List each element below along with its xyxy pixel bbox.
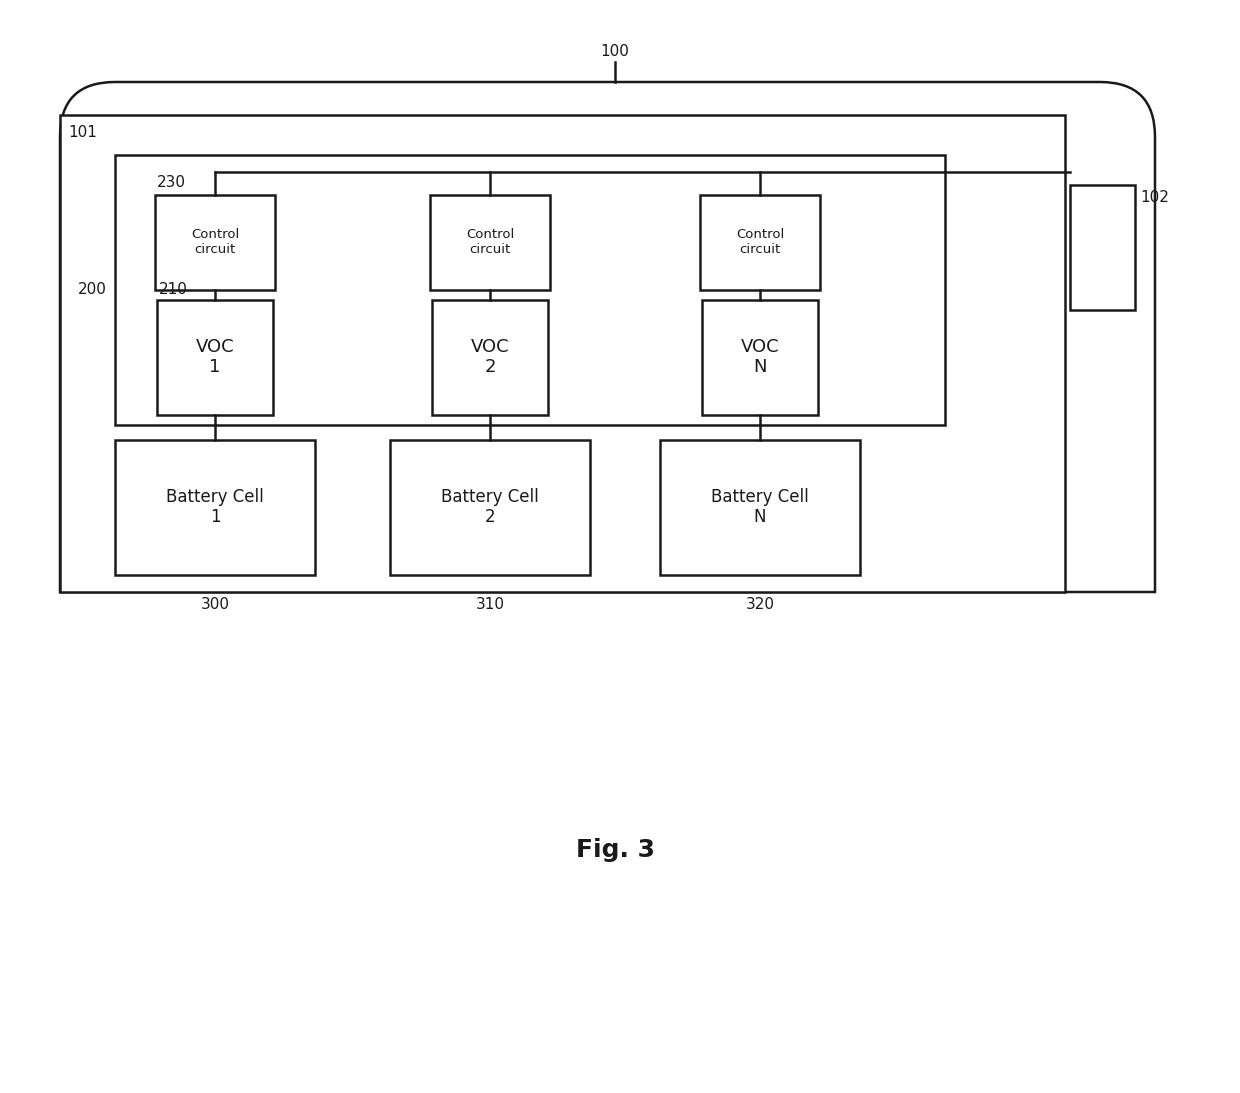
- Text: 210: 210: [159, 282, 188, 297]
- Text: Battery Cell
N: Battery Cell N: [711, 487, 808, 527]
- Text: Control
circuit: Control circuit: [466, 228, 515, 256]
- Text: 300: 300: [201, 597, 229, 612]
- FancyBboxPatch shape: [1070, 185, 1135, 310]
- Text: Control
circuit: Control circuit: [735, 228, 784, 256]
- FancyBboxPatch shape: [157, 299, 273, 415]
- Text: VOC
N: VOC N: [740, 338, 779, 376]
- FancyBboxPatch shape: [430, 195, 551, 290]
- Text: VOC
1: VOC 1: [196, 338, 234, 376]
- FancyBboxPatch shape: [432, 299, 548, 415]
- Text: Control
circuit: Control circuit: [191, 228, 239, 256]
- PathPatch shape: [60, 82, 1154, 592]
- Text: 100: 100: [600, 45, 630, 59]
- Text: 101: 101: [68, 125, 97, 140]
- Text: 102: 102: [1140, 190, 1169, 205]
- FancyBboxPatch shape: [701, 195, 820, 290]
- Text: Fig. 3: Fig. 3: [575, 838, 655, 862]
- FancyBboxPatch shape: [702, 299, 818, 415]
- Text: VOC
2: VOC 2: [471, 338, 510, 376]
- Text: Battery Cell
1: Battery Cell 1: [166, 487, 264, 527]
- FancyBboxPatch shape: [391, 440, 590, 575]
- FancyBboxPatch shape: [660, 440, 861, 575]
- Text: 200: 200: [78, 282, 107, 297]
- FancyBboxPatch shape: [60, 115, 1065, 592]
- Text: 320: 320: [745, 597, 775, 612]
- Text: 310: 310: [475, 597, 505, 612]
- FancyBboxPatch shape: [115, 155, 945, 425]
- Text: 230: 230: [157, 175, 186, 190]
- Text: Battery Cell
2: Battery Cell 2: [441, 487, 539, 527]
- FancyBboxPatch shape: [155, 195, 275, 290]
- FancyBboxPatch shape: [115, 440, 315, 575]
